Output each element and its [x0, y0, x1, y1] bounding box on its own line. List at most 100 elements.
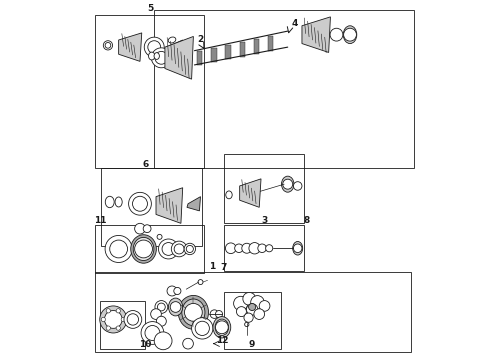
Bar [96, 272, 411, 352]
Polygon shape [165, 36, 194, 79]
Polygon shape [165, 40, 183, 54]
Ellipse shape [293, 242, 303, 255]
Circle shape [106, 326, 110, 330]
Circle shape [237, 307, 246, 316]
Circle shape [170, 302, 181, 312]
Circle shape [245, 322, 249, 327]
Circle shape [174, 287, 181, 294]
Polygon shape [119, 33, 142, 61]
Polygon shape [240, 42, 245, 57]
Circle shape [100, 306, 127, 333]
Circle shape [157, 234, 162, 239]
Circle shape [266, 245, 273, 252]
Circle shape [167, 286, 177, 296]
Circle shape [150, 309, 161, 319]
Text: 11: 11 [94, 216, 107, 225]
Circle shape [151, 48, 172, 68]
Ellipse shape [182, 299, 205, 326]
Ellipse shape [148, 52, 155, 60]
Circle shape [144, 37, 164, 57]
Text: 12: 12 [216, 336, 228, 345]
Circle shape [132, 196, 147, 211]
Circle shape [186, 246, 194, 252]
Ellipse shape [213, 316, 231, 338]
Bar [223, 225, 304, 271]
Circle shape [143, 225, 151, 233]
Circle shape [216, 311, 222, 318]
Circle shape [249, 243, 260, 254]
Circle shape [210, 310, 219, 318]
Circle shape [154, 332, 172, 350]
Circle shape [148, 41, 161, 54]
Ellipse shape [343, 26, 357, 44]
Circle shape [225, 243, 236, 253]
Circle shape [248, 303, 256, 311]
Polygon shape [187, 197, 200, 211]
Ellipse shape [168, 37, 176, 43]
Text: 5: 5 [147, 4, 154, 13]
Circle shape [162, 243, 175, 255]
Circle shape [195, 321, 209, 336]
Polygon shape [254, 39, 259, 54]
Circle shape [106, 309, 110, 313]
Circle shape [172, 241, 187, 257]
Circle shape [135, 223, 146, 234]
Circle shape [135, 240, 152, 258]
Circle shape [192, 318, 213, 339]
Text: 3: 3 [262, 216, 268, 225]
Circle shape [184, 243, 196, 255]
Text: 9: 9 [249, 339, 255, 348]
Circle shape [104, 311, 122, 328]
Text: 8: 8 [304, 216, 310, 225]
Circle shape [258, 244, 267, 252]
Bar [96, 225, 204, 273]
Circle shape [259, 301, 270, 311]
Bar [223, 154, 304, 223]
Circle shape [121, 317, 125, 321]
Bar [154, 10, 414, 168]
Text: 2: 2 [197, 35, 204, 44]
Circle shape [216, 321, 228, 334]
Circle shape [110, 240, 127, 258]
Circle shape [343, 28, 356, 41]
Polygon shape [268, 36, 273, 51]
Polygon shape [302, 17, 330, 53]
Ellipse shape [105, 196, 114, 208]
Circle shape [128, 192, 151, 215]
Polygon shape [240, 179, 261, 207]
Circle shape [251, 296, 264, 309]
Ellipse shape [131, 235, 156, 263]
Circle shape [145, 325, 160, 341]
Circle shape [155, 301, 168, 314]
Polygon shape [211, 48, 217, 62]
Ellipse shape [133, 237, 154, 261]
Circle shape [330, 28, 343, 41]
Text: 6: 6 [142, 160, 148, 169]
Circle shape [235, 244, 243, 252]
Bar [100, 301, 145, 348]
Ellipse shape [115, 197, 122, 207]
Circle shape [242, 243, 252, 253]
Polygon shape [225, 45, 231, 59]
Circle shape [243, 292, 256, 305]
Ellipse shape [281, 176, 294, 192]
Circle shape [294, 182, 302, 190]
Circle shape [105, 42, 111, 48]
Ellipse shape [226, 191, 232, 199]
Polygon shape [156, 188, 183, 223]
Circle shape [116, 309, 121, 313]
Circle shape [234, 296, 248, 311]
Text: 10: 10 [139, 339, 151, 348]
Circle shape [158, 239, 178, 259]
Circle shape [254, 309, 265, 319]
Circle shape [155, 51, 168, 64]
Circle shape [184, 303, 202, 321]
Circle shape [157, 303, 165, 311]
Text: 7: 7 [220, 263, 227, 272]
Circle shape [103, 41, 113, 50]
Circle shape [246, 304, 258, 315]
Ellipse shape [169, 298, 183, 316]
Circle shape [183, 338, 194, 349]
Ellipse shape [178, 296, 209, 329]
Circle shape [105, 235, 132, 262]
